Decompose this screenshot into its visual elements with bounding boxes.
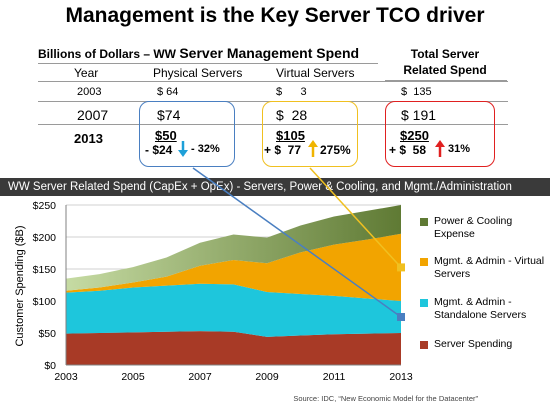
col-virtual: Virtual Servers xyxy=(276,66,355,80)
virtual-highlight-box xyxy=(262,101,358,167)
legend-server: Server Spending xyxy=(420,338,550,351)
legend-virtual: Mgmt. & Admin - Virtual Servers xyxy=(420,255,550,281)
table-heading-main: Server Management Spend xyxy=(179,45,360,61)
total-2003: $ 135 xyxy=(401,86,432,98)
col-year: Year xyxy=(74,66,99,80)
source-note: Source: IDC, “New Economic Model for the… xyxy=(293,394,478,403)
legend-power: Power & Cooling Expense xyxy=(420,215,550,241)
total-highlight-box xyxy=(385,101,495,167)
x-tick-label: 2003 xyxy=(54,371,78,383)
total-heading: Total Server Related Spend xyxy=(394,46,496,78)
table-heading-prefix: Billions of Dollars – WW xyxy=(38,47,180,61)
total-rule-top xyxy=(385,80,507,81)
area-server-spending xyxy=(66,331,401,365)
area-virtual-mgmt xyxy=(66,233,401,301)
slide-title: Management is the Key Server TCO driver xyxy=(65,4,485,27)
y-tick-label: $100 xyxy=(33,296,57,308)
legend-virtual-swatch xyxy=(420,258,428,266)
y-tick-label: $200 xyxy=(33,232,57,244)
down-arrow-icon xyxy=(178,141,188,157)
table-rule-top xyxy=(38,63,378,64)
virtual-2007: $ 28 xyxy=(276,107,308,123)
red-up-arrow-icon xyxy=(435,140,445,157)
x-tick-label: 2009 xyxy=(255,371,279,383)
chart-banner: WW Server Related Spend (CapEx + OpEx) -… xyxy=(0,178,550,196)
table-heading: Billions of Dollars – WW Server Manageme… xyxy=(38,45,359,61)
virtual-change-2013: + $ 77 xyxy=(264,143,302,157)
x-tick-label: 2011 xyxy=(323,371,346,383)
physical-pct-2013: - 32% xyxy=(191,143,220,155)
y-tick-label: $0 xyxy=(44,360,56,372)
y-tick-label: $50 xyxy=(38,328,56,340)
legend-server-label: Server Spending xyxy=(434,338,513,350)
physical-callout-marker xyxy=(397,313,405,321)
virtual-2013: $105 xyxy=(276,128,305,143)
legend-virtual-label: Mgmt. & Admin - Virtual Servers xyxy=(434,255,545,280)
legend-server-swatch xyxy=(420,341,428,349)
legend-standalone-label: Mgmt. & Admin - Standalone Servers xyxy=(434,296,527,321)
y-tick-label: $250 xyxy=(33,200,57,212)
legend-power-swatch xyxy=(420,218,428,226)
total-heading-line2: Related Spend xyxy=(403,63,487,77)
x-tick-label: 2007 xyxy=(188,371,212,383)
physical-highlight-box xyxy=(139,101,235,167)
up-arrow-icon xyxy=(308,140,318,157)
y-tick-label: $150 xyxy=(33,264,57,276)
physical-change-2013: - $24 xyxy=(145,143,173,157)
year-2003: 2003 xyxy=(77,86,102,98)
area-power-cooling xyxy=(66,205,401,291)
legend-power-label: Power & Cooling Expense xyxy=(434,215,513,240)
x-tick-label: 2005 xyxy=(121,371,145,383)
physical-2003: $ 64 xyxy=(157,86,179,98)
physical-2007: $74 xyxy=(157,107,181,123)
area-standalone-mgmt xyxy=(66,283,401,337)
year-2007: 2007 xyxy=(77,107,109,123)
legend-standalone-swatch xyxy=(420,299,428,307)
col-physical: Physical Servers xyxy=(153,66,243,80)
virtual-callout-line xyxy=(309,167,402,268)
virtual-2003: $ 3 xyxy=(276,86,307,98)
physical-callout-line xyxy=(192,167,402,318)
year-2013: 2013 xyxy=(74,131,103,146)
virtual-pct-2013: 275% xyxy=(320,143,351,157)
x-tick-label: 2013 xyxy=(389,371,413,383)
total-2007: $ 191 xyxy=(401,107,437,123)
table-rule-header xyxy=(38,81,508,82)
total-heading-line1: Total Server xyxy=(410,47,480,61)
total-pct-2013: 31% xyxy=(448,143,471,155)
total-2013: $250 xyxy=(400,128,429,143)
physical-2013: $50 xyxy=(155,128,177,143)
table-rule-2007 xyxy=(38,124,508,125)
virtual-callout-marker xyxy=(397,263,405,272)
legend-standalone: Mgmt. & Admin - Standalone Servers xyxy=(420,296,550,322)
total-change-2013: + $ 58 xyxy=(389,143,427,157)
